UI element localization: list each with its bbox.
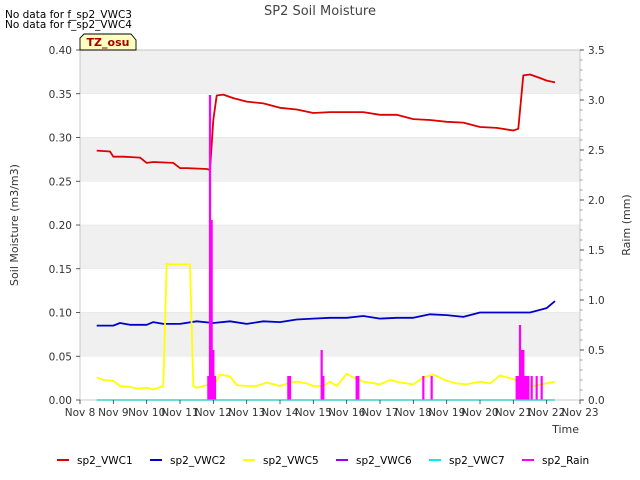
grid-band — [80, 50, 580, 94]
y-tick-label: 0.00 — [49, 395, 72, 407]
y2-tick-label: 2.0 — [588, 195, 605, 207]
site-badge-label: TZ_osu — [87, 36, 130, 49]
x-tick-label: Nov 23 — [561, 407, 598, 419]
y-tick-label: 0.40 — [49, 45, 72, 57]
y-tick-label: 0.05 — [49, 351, 72, 363]
legend-label: sp2_VWC1 — [77, 455, 133, 467]
y2-tick-label: 3.5 — [588, 45, 605, 57]
x-tick-label: Nov 22 — [528, 407, 565, 419]
x-axis-label: Time — [551, 423, 579, 436]
y2-tick-label: 0.5 — [588, 345, 605, 357]
no-data-note-vwc4: No data for f_sp2_VWC4 — [5, 19, 132, 31]
x-tick-label: Nov 11 — [161, 407, 198, 419]
y2-tick-label: 3.0 — [588, 95, 605, 107]
x-tick-label: Nov 17 — [361, 407, 398, 419]
y-tick-label: 0.35 — [49, 89, 72, 101]
legend-label: sp2_VWC7 — [449, 455, 505, 467]
series-sp2-vwc1 — [96, 73, 556, 171]
x-tick-label: Nov 18 — [395, 407, 432, 419]
series-sp2-vwc5 — [96, 262, 556, 391]
chart-title: SP2 Soil Moisture — [264, 4, 376, 19]
x-tick-label: Nov 13 — [228, 407, 265, 419]
grid-band — [80, 225, 580, 269]
x-tick-label: Nov 10 — [128, 407, 165, 419]
x-tick-label: Nov 8 — [65, 407, 96, 419]
legend-label: sp2_VWC6 — [356, 455, 412, 467]
y-tick-label: 0.10 — [49, 308, 72, 320]
y2-tick-label: 2.5 — [588, 145, 605, 157]
y-axis-right: 0.0 0.5 1.0 1.5 2.0 2.5 3.0 3.5 — [580, 45, 605, 407]
x-tick-label: Nov 16 — [328, 407, 366, 419]
x-tick-label: Nov 9 — [98, 407, 129, 419]
legend-label: sp2_VWC5 — [263, 455, 319, 467]
legend-label: sp2_VWC2 — [170, 455, 226, 467]
site-badge-box — [79, 33, 137, 51]
x-tick-label: Nov 19 — [428, 407, 465, 419]
grid-band — [80, 312, 580, 357]
y-tick-label: 0.30 — [49, 133, 72, 145]
x-tick-label: Nov 15 — [295, 407, 332, 419]
plot-background — [80, 49, 580, 357]
series-sp2-rain — [207, 95, 543, 400]
y2-tick-label: 1.5 — [588, 245, 605, 257]
site-badge: TZ_osu — [79, 33, 137, 51]
y-tick-label: 0.15 — [49, 264, 72, 276]
y-tick-label: 0.20 — [49, 220, 72, 232]
x-tick-label: Nov 21 — [495, 407, 532, 419]
x-tick-label: Nov 14 — [261, 407, 299, 419]
y2-tick-label: 1.0 — [588, 295, 605, 307]
y-tick-label: 0.25 — [49, 176, 72, 188]
no-data-note-vwc3: No data for f_sp2_VWC3 — [5, 9, 132, 21]
x-tick-label: Nov 12 — [195, 407, 232, 419]
y-axis-label: Soil Moisture (m3/m3) — [8, 164, 21, 286]
legend: sp2_VWC1 sp2_VWC2 sp2_VWC5 sp2_VWC6 sp2_VWC7… — [57, 455, 589, 467]
series-sp2-vwc2 — [96, 300, 556, 327]
y-axis-left: 0.00 0.05 0.10 0.15 0.20 0.25 0.30 0.35 0.40 — [49, 45, 80, 407]
legend-label: sp2_Rain — [542, 455, 589, 467]
y2-tick-label: 0.0 — [588, 395, 605, 407]
x-tick-label: Nov 20 — [461, 407, 498, 419]
y2-axis-label: Raim (mm) — [620, 194, 633, 255]
grid-band — [80, 137, 580, 182]
